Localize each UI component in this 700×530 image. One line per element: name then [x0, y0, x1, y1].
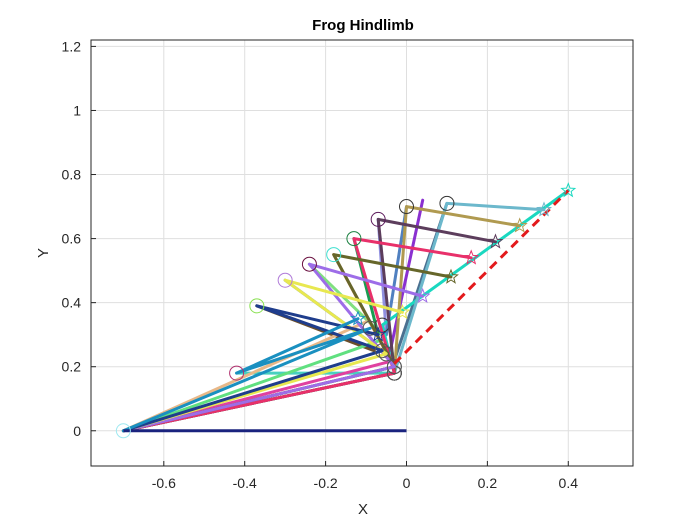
knee-joint-marker [386, 359, 402, 375]
x-tick-label: 0.4 [559, 475, 579, 491]
y-tick-label: 1 [73, 102, 81, 118]
limb-series-line [121, 278, 404, 433]
end-effector-star [463, 249, 480, 265]
hip-joint-marker [398, 199, 414, 215]
knee-joint-marker [362, 320, 378, 336]
limb-segment [121, 339, 380, 433]
x-tick-label: 0 [403, 475, 411, 491]
plot-frame [90, 39, 634, 467]
limb-segment [384, 205, 408, 337]
x-tick-label: 0.2 [478, 475, 498, 491]
end-effector-star [536, 201, 553, 217]
x-axis-label: X [358, 501, 368, 518]
hip-joint-marker [249, 298, 265, 314]
x-tick-label: -0.6 [152, 475, 176, 491]
chart-title: Frog Hindlimb [312, 17, 414, 34]
y-axis-label: Y [35, 248, 52, 258]
limb-series-line [121, 262, 425, 433]
y-tick-label: 0.8 [62, 167, 82, 183]
knee-joint-marker [378, 346, 394, 362]
plot-area [115, 182, 577, 439]
target-path-line [393, 189, 570, 365]
y-tick-label: 0.6 [62, 231, 82, 247]
end-effector-star [511, 217, 528, 233]
y-tick-label: 1.2 [62, 38, 82, 54]
end-effector-star [370, 326, 387, 342]
x-tick-label: -0.4 [233, 475, 257, 491]
hip-joint-marker [326, 247, 342, 263]
hip-joint-marker [229, 365, 245, 381]
end-effector-star [349, 310, 366, 326]
limb-segment [388, 198, 425, 353]
end-effector-star [442, 268, 459, 284]
hip-joint-marker [277, 272, 293, 288]
limb-series-line [121, 317, 372, 433]
knee-joint-marker [374, 343, 390, 359]
y-tick-label: 0 [73, 423, 81, 439]
hip-joint-marker [301, 256, 317, 272]
hip-joint-marker [370, 211, 386, 227]
base-joint-marker [115, 423, 131, 439]
limb-series-line [121, 304, 384, 433]
axis-ticks: -0.6 -0.4 -0.2 0 0.2 0.4 0 0.2 0.4 0.6 0.8 1 1.2 [62, 38, 579, 491]
end-effector-star [414, 287, 431, 304]
end-effector-star [394, 303, 411, 320]
hip-joint-marker [346, 231, 362, 247]
y-tick-label: 0.4 [62, 295, 82, 311]
end-effector-star [487, 233, 504, 249]
y-tick-label: 0.2 [62, 359, 82, 375]
end-effector-star [560, 182, 577, 198]
grid [91, 40, 633, 466]
x-tick-label: -0.2 [314, 475, 338, 491]
hip-joint-marker [439, 195, 455, 211]
